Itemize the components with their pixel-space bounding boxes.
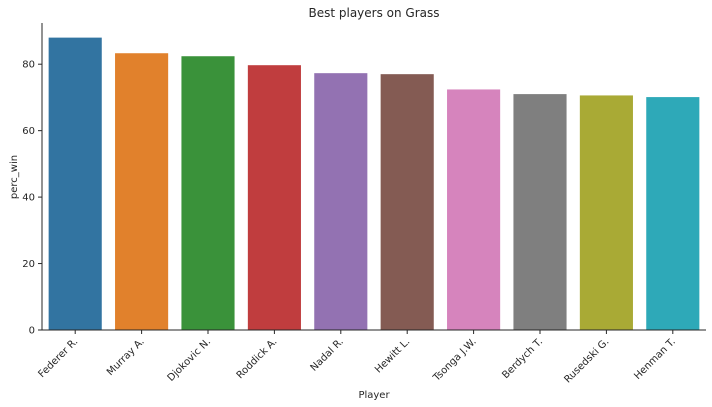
- y-tick-label-3: 60: [22, 126, 35, 137]
- x-tick-label-2: Djokovic N.: [166, 336, 214, 384]
- x-tick-label-5: Hewitt L.: [373, 336, 412, 375]
- y-tick-label-2: 40: [22, 193, 35, 204]
- bar-5: [380, 74, 434, 330]
- bar-1: [115, 53, 169, 330]
- x-tick-label-6: Tsonga J.W.: [431, 336, 479, 384]
- y-tick-label-0: 0: [29, 326, 35, 337]
- chart-title: Best players on Grass: [308, 6, 439, 20]
- x-tick-label-1: Murray A.: [105, 336, 147, 378]
- bars-group: [48, 37, 700, 331]
- bar-0: [48, 37, 102, 331]
- x-tick-label-4: Nadal R.: [309, 336, 346, 373]
- x-tick-label-7: Berdych T.: [500, 336, 545, 381]
- y-tick-label-4: 80: [22, 60, 35, 71]
- bar-9: [646, 97, 700, 330]
- x-tick-label-3: Roddick A.: [235, 336, 280, 381]
- x-tick-label-0: Federer R.: [37, 336, 81, 380]
- y-tick-label-1: 20: [22, 259, 35, 270]
- bar-8: [579, 95, 633, 331]
- bar-7: [513, 94, 567, 330]
- x-axis: Federer R. Murray A. Djokovic N. Roddick A.…: [37, 330, 678, 385]
- bar-4: [314, 73, 368, 331]
- x-axis-label: Player: [358, 390, 390, 401]
- bar-2: [181, 56, 235, 330]
- y-axis-label: perc_win: [9, 155, 20, 199]
- x-tick-label-9: Henman T.: [632, 336, 678, 382]
- bar-6: [447, 89, 501, 330]
- bar-3: [247, 65, 301, 330]
- x-tick-label-8: Rusedski G.: [562, 336, 611, 385]
- y-axis: 0 20 40 60 80: [22, 60, 42, 337]
